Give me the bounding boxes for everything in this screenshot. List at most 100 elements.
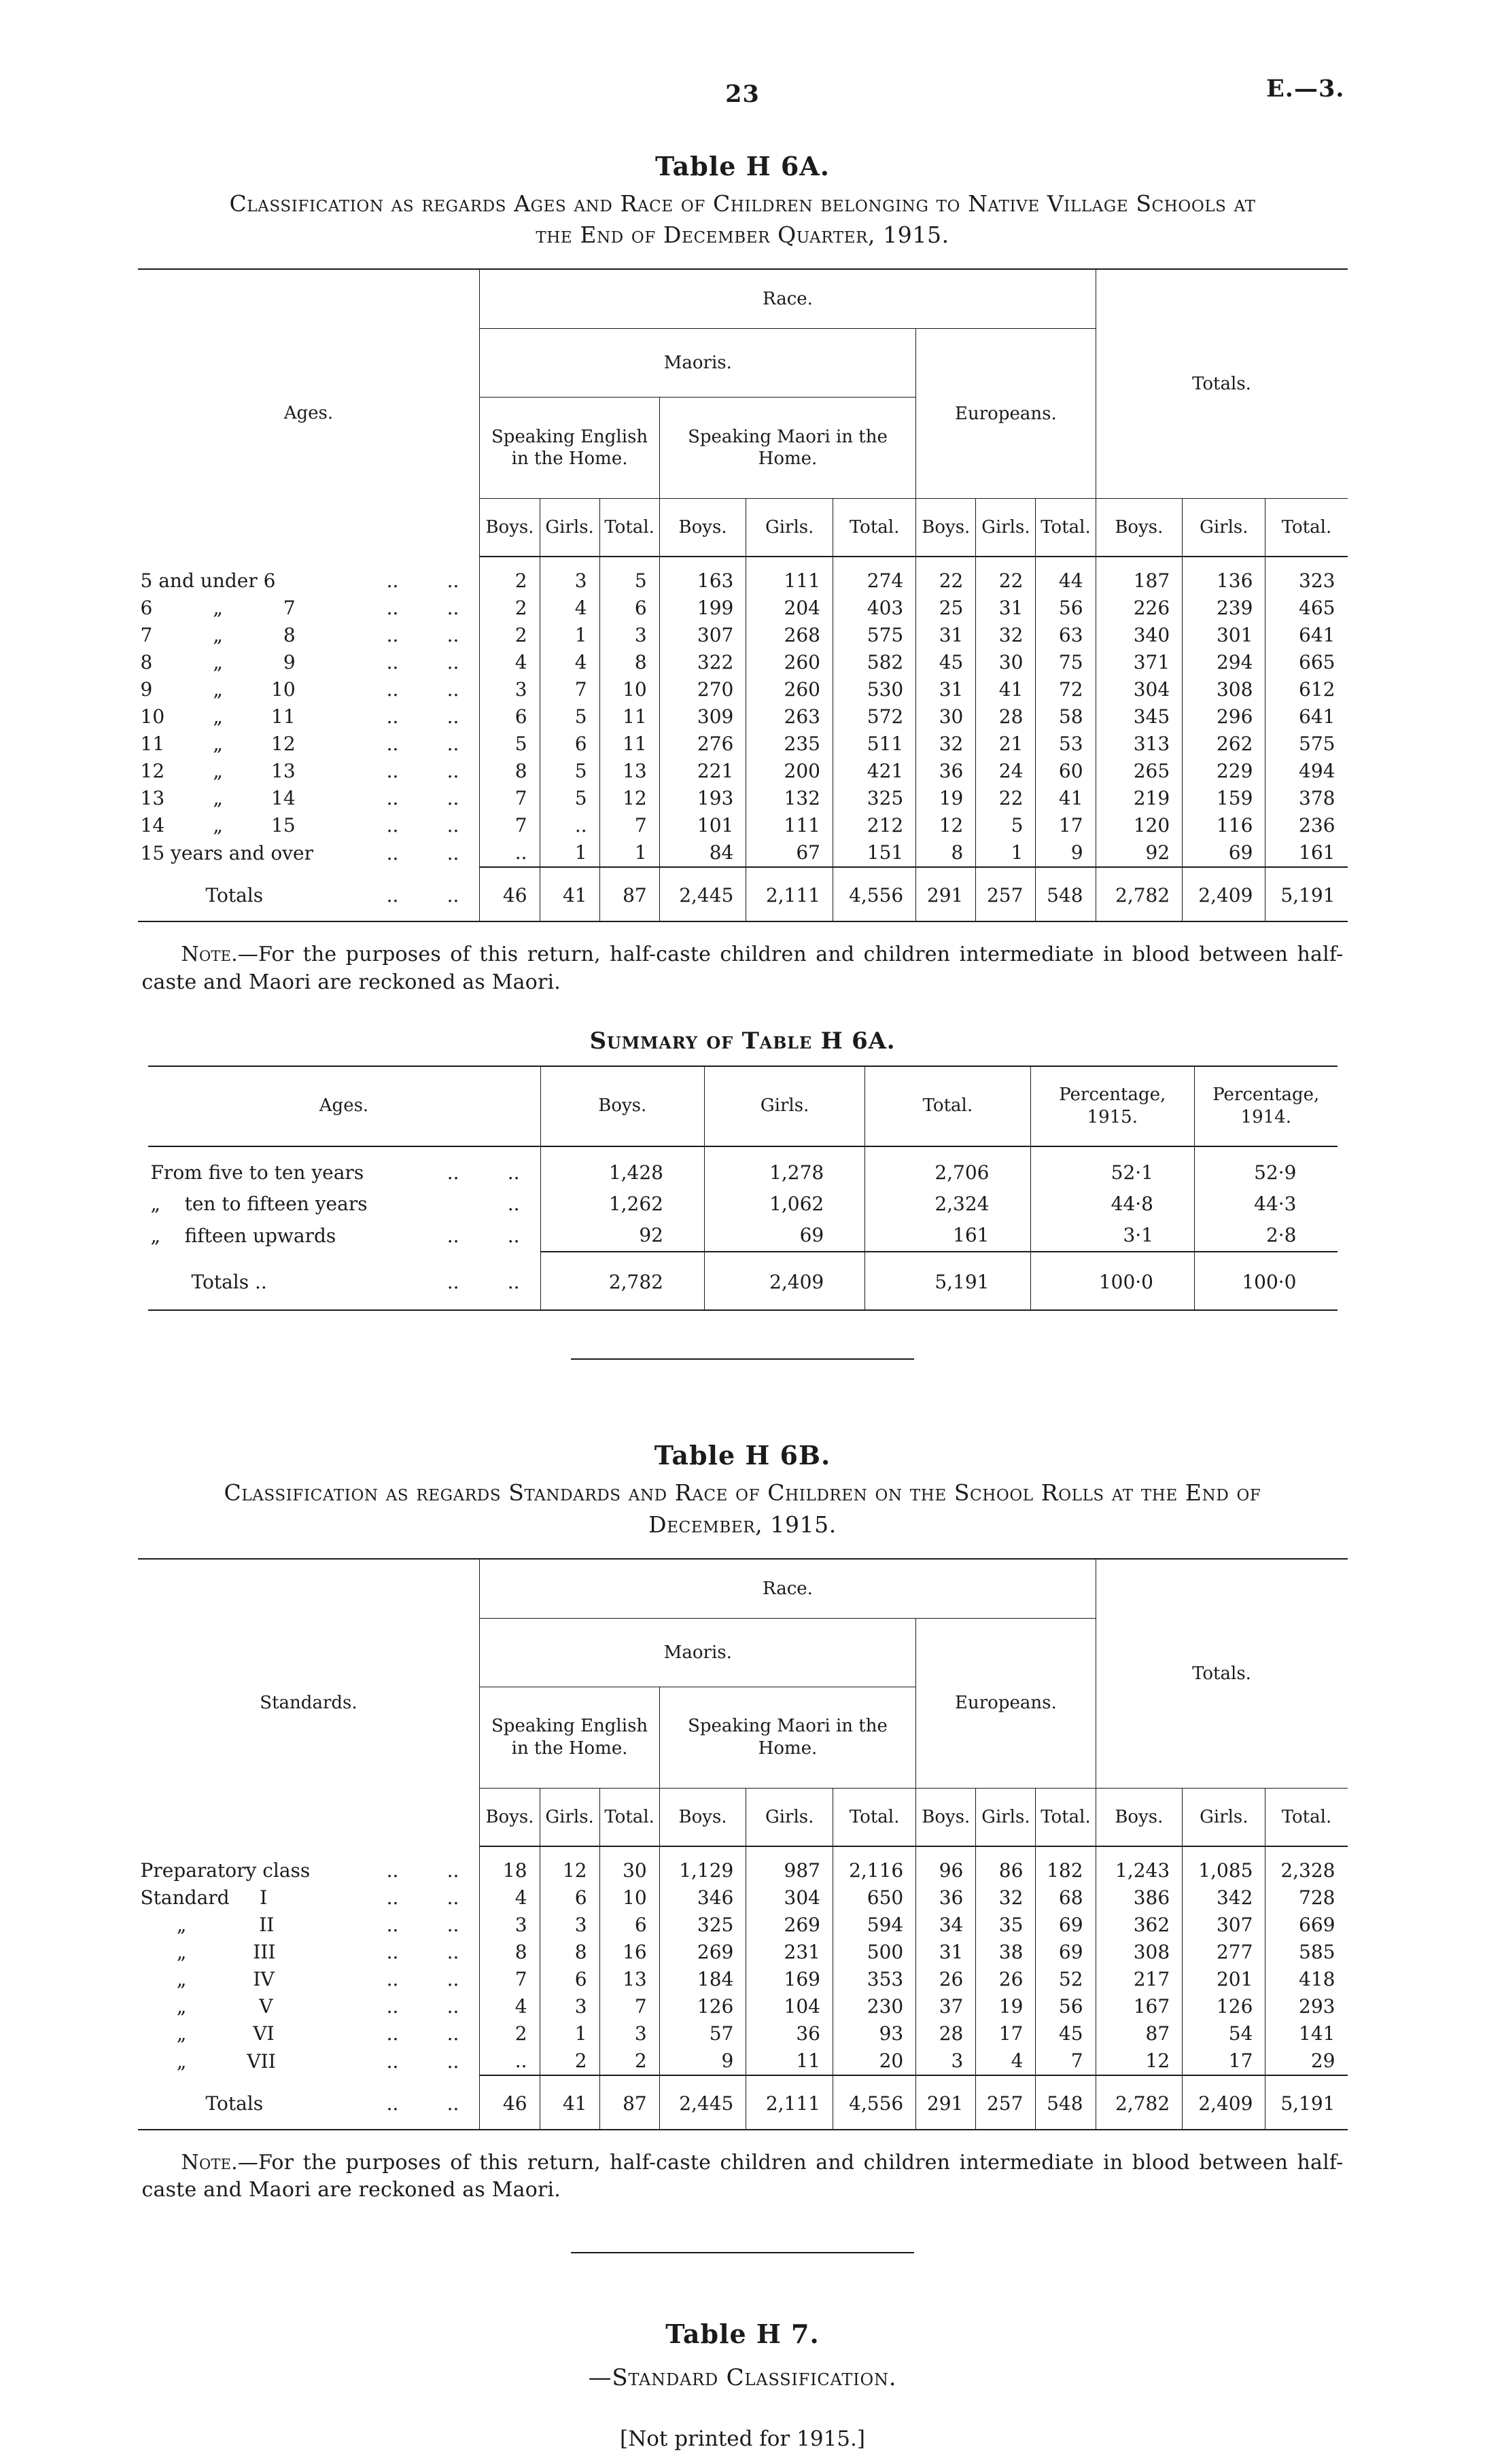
table-h6b: Standards. Race. Totals. Maoris. Europea… [137,1557,1348,2130]
value-cell: 2,409 [1182,2074,1265,2130]
table-row: „ V.. .. 4 3 7 126 104 230 37 19 56 167 126 293 [138,1992,1348,2020]
value-cell: 3 [539,1911,600,1939]
value-cell: 8 [539,1938,600,1966]
value-cell: 6 [599,595,660,622]
value-cell: .. [539,812,600,840]
value-cell: 322 [659,649,746,677]
value-cell: 378 [1265,785,1348,813]
value-cell: 2,782 [1095,866,1183,922]
section-divider [571,2251,914,2253]
value-cell: 22 [975,557,1036,595]
table-row: From five to ten years.. .. 1,428 1,278 2,7… [148,1146,1338,1189]
value-cell: 511 [832,731,916,758]
value-cell: 575 [832,622,916,650]
value-cell: 26 [975,1965,1036,1993]
value-cell: 3 [599,2020,660,2047]
value-cell: 235 [746,731,833,758]
value-cell: 307 [1182,1911,1265,1939]
document-reference: E.—3. [1266,75,1345,103]
leader-dots: .. .. [386,1886,459,1909]
value-cell: 52·1 [1030,1146,1195,1189]
value-cell: 46 [479,866,540,922]
value-cell: 641 [1265,703,1348,731]
value-cell: 296 [1182,703,1265,731]
value-cell: 167 [1095,1992,1183,2020]
table-row: „ VI.. .. 2 1 3 57 36 93 28 17 45 87 54 141 [138,2020,1348,2047]
value-cell: 3 [599,622,660,650]
value-cell: 386 [1095,1884,1183,1912]
value-cell: 260 [746,649,833,677]
value-cell: 2,445 [659,866,746,922]
table-h6b-title: Table H 6B. [654,1440,831,1471]
value-cell: 7 [539,676,600,704]
page-number: 23 [725,80,760,108]
value-cell: 182 [1035,1846,1096,1884]
value-cell: 8 [479,1938,540,1966]
value-cell: 6 [539,1965,600,1993]
value-cell: 92 [540,1220,705,1252]
col-header-standards: Standards. [260,1692,357,1713]
value-cell: 136 [1182,557,1265,595]
leader-dots: .. .. [386,733,459,756]
value-cell: 465 [1265,595,1348,622]
value-cell: 31 [915,1938,976,1966]
col-header-ages: Ages. [283,403,334,424]
value-cell: 1 [539,622,600,650]
leader-dots: .. .. [386,760,459,783]
table-row: 8 „ 9.. .. 4 4 8 322 260 582 45 30 75 371 294 665 [138,649,1348,677]
value-cell: 58 [1035,703,1096,731]
value-cell: 4,556 [832,866,916,922]
value-cell: 3 [479,1911,540,1939]
value-cell: 36 [746,2020,833,2047]
row-label: Totals .... .. [148,1252,541,1310]
value-cell: 7 [479,1965,540,1993]
row-label: „ IV.. .. [138,1966,480,1993]
value-cell: 291 [915,866,976,922]
value-cell: 641 [1265,622,1348,650]
col-header-girls: Girls. [539,1788,600,1847]
value-cell: 8 [915,839,976,868]
value-cell: 96 [915,1846,976,1884]
value-cell: 7 [599,812,660,840]
leader-dots: .. .. [386,705,459,728]
value-cell: 325 [659,1911,746,1939]
value-cell: 2 [479,557,540,595]
note-text: —For the purposes of this return, half-c… [141,2150,1344,2202]
note-text: —For the purposes of this return, half-c… [141,943,1344,994]
value-cell: 362 [1095,1911,1183,1939]
value-cell: 31 [915,622,976,650]
group-header-race: Race. [479,269,1096,330]
value-cell: 30 [915,703,976,731]
value-cell: 100·0 [1030,1251,1195,1311]
value-cell: 126 [1182,1992,1265,2020]
value-cell: 5 [539,785,600,813]
value-cell: 265 [1095,758,1183,786]
value-cell: 46 [479,2074,540,2130]
value-cell: 3 [915,2047,976,2075]
value-cell: 294 [1182,649,1265,677]
leader-dots: .. .. [386,2022,459,2045]
value-cell: 68 [1035,1884,1096,1912]
value-cell: 32 [915,731,976,758]
col-header-girls: Girls. [746,498,833,558]
table-h6b-section: Table H 6B. Classification as regards St… [137,1440,1348,2204]
leader-dots: .. .. [386,1967,459,1990]
value-cell: 161 [1265,839,1348,868]
value-cell: 12 [1095,2047,1183,2075]
leader-dots: .. .. [386,597,459,620]
col-header-percentage-1914: Percentage, 1914. [1194,1066,1338,1148]
leader-dots: .. .. [386,1994,459,2018]
value-cell: 5 [975,812,1036,840]
value-cell: 230 [832,1992,916,2020]
col-header-boys: Boys. [479,1788,540,1847]
value-cell: 340 [1095,622,1183,650]
value-cell: 1 [975,839,1036,868]
leader-dots: .. .. [386,569,459,593]
value-cell: 63 [1035,622,1096,650]
row-label: Totals.. .. [138,867,480,921]
value-cell: 60 [1035,758,1096,786]
value-cell: 72 [1035,676,1096,704]
value-cell: 34 [915,1911,976,1939]
value-cell: 212 [832,812,916,840]
value-cell: 116 [1182,812,1265,840]
